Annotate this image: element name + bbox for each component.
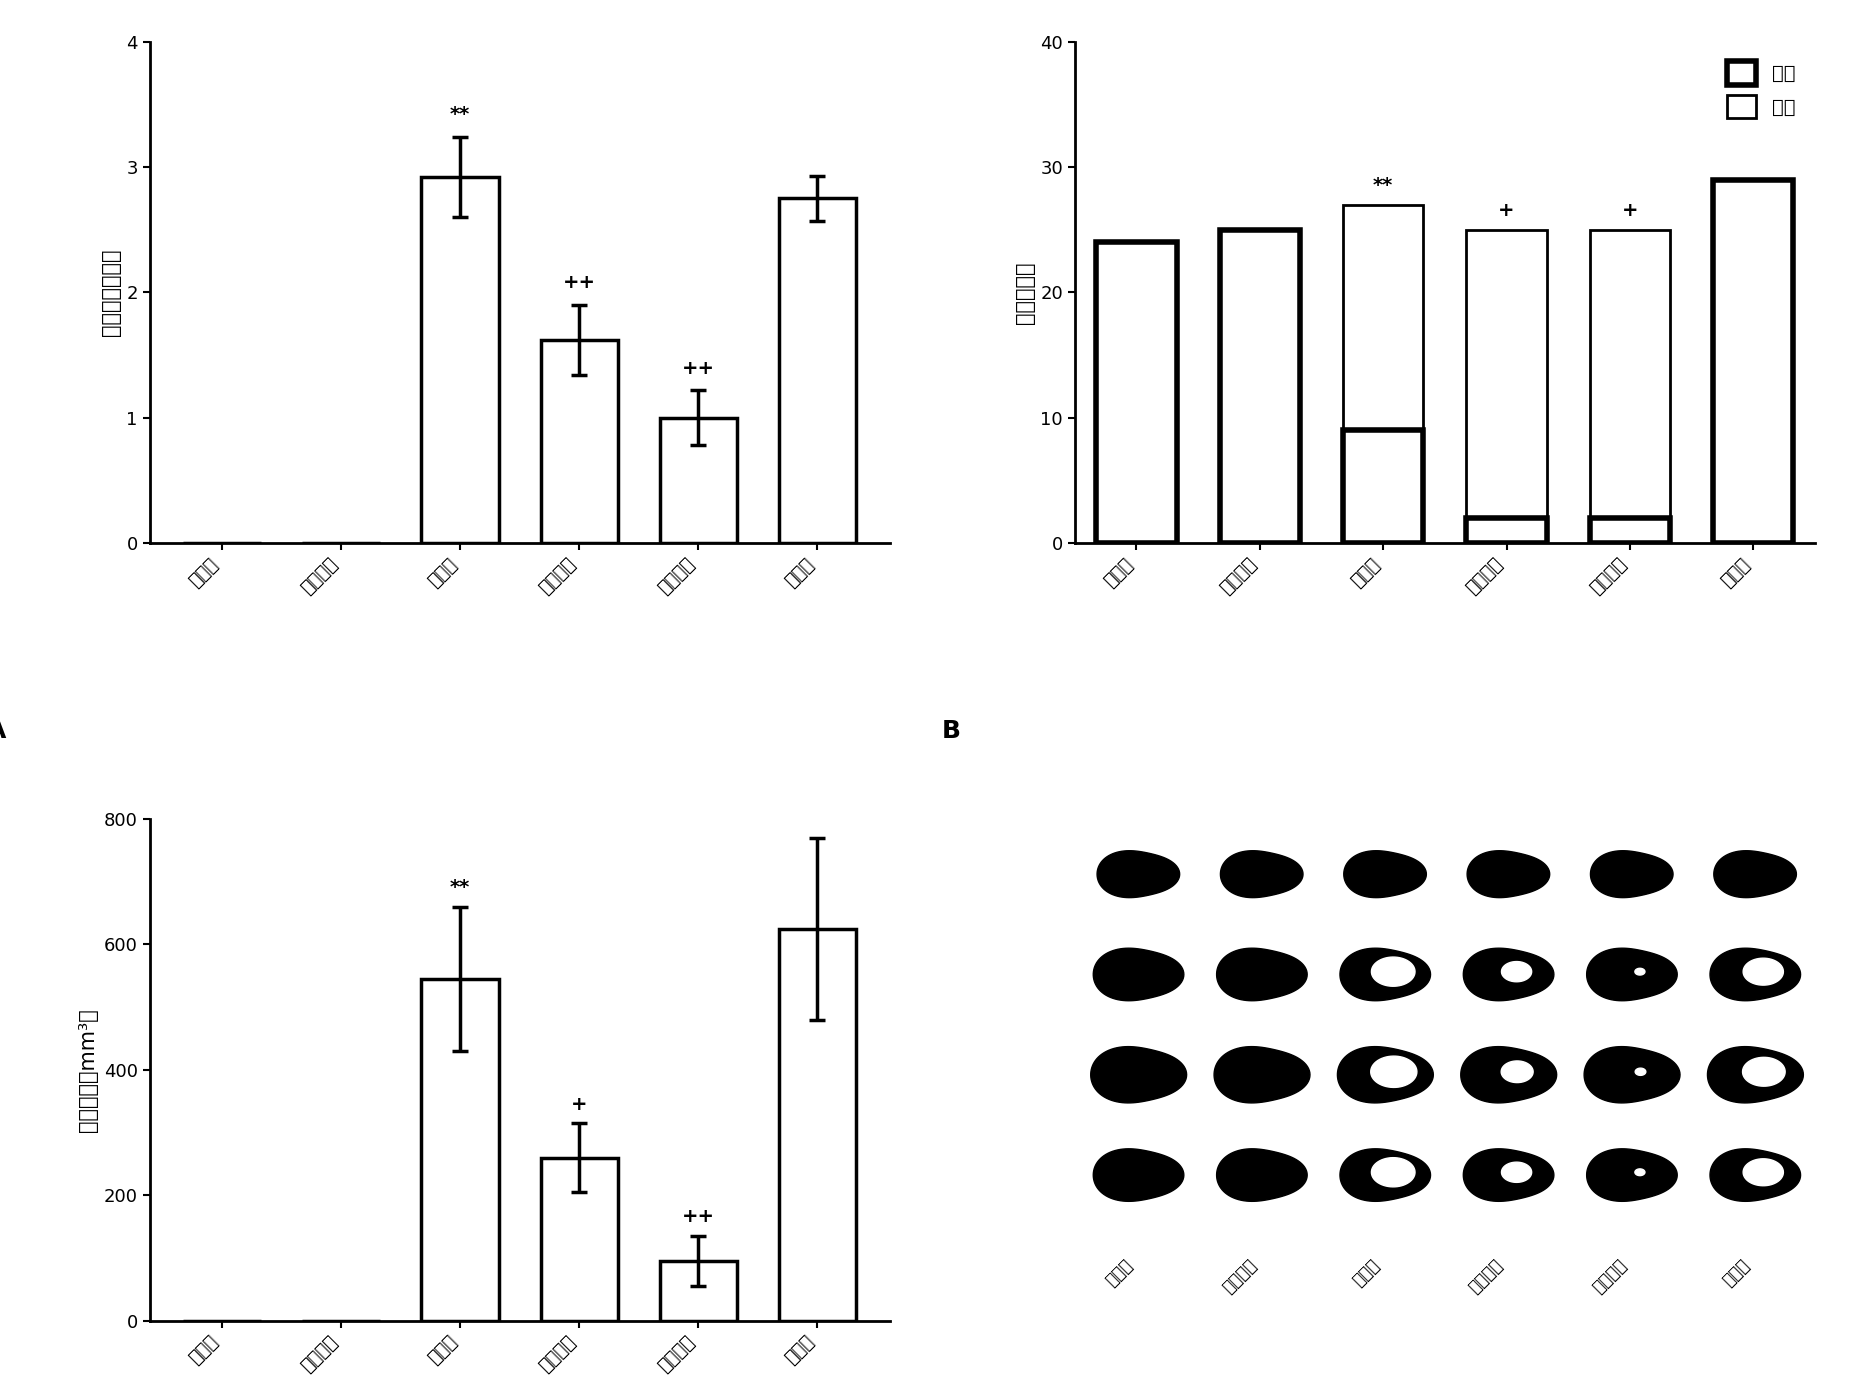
Polygon shape (1710, 1148, 1800, 1201)
Polygon shape (1216, 1148, 1308, 1201)
Polygon shape (1744, 1159, 1783, 1186)
Bar (660, 1261, 737, 1320)
Polygon shape (1587, 1148, 1676, 1201)
Polygon shape (1742, 1058, 1785, 1086)
Polygon shape (1714, 851, 1796, 898)
Y-axis label: 梗死体积（mm³）: 梗死体积（mm³） (79, 1008, 99, 1131)
Text: **: ** (451, 106, 470, 125)
Y-axis label: 生存／死亡: 生存／死亡 (1014, 261, 1035, 324)
FancyBboxPatch shape (1343, 431, 1424, 543)
Bar (541, 341, 617, 543)
Y-axis label: 神经学功能评分: 神经学功能评分 (101, 249, 122, 336)
FancyBboxPatch shape (1590, 229, 1671, 518)
Polygon shape (1635, 1068, 1646, 1076)
Polygon shape (1216, 948, 1308, 1001)
Polygon shape (1463, 1148, 1555, 1201)
FancyBboxPatch shape (1714, 179, 1792, 543)
Text: +: + (1622, 200, 1639, 220)
Polygon shape (1343, 851, 1426, 898)
FancyBboxPatch shape (1220, 229, 1300, 543)
Text: 低剂量组: 低剂量组 (1465, 1255, 1506, 1297)
FancyBboxPatch shape (1096, 242, 1177, 543)
Text: 假手术组: 假手术组 (1218, 1255, 1259, 1297)
Polygon shape (1340, 948, 1431, 1001)
Polygon shape (1463, 948, 1555, 1001)
Polygon shape (1096, 851, 1181, 898)
Polygon shape (1371, 958, 1414, 987)
Polygon shape (1214, 1047, 1310, 1102)
Text: ++: ++ (681, 1208, 715, 1226)
Bar (660, 418, 737, 543)
Polygon shape (1635, 1169, 1645, 1176)
Polygon shape (1744, 958, 1783, 986)
Bar (778, 199, 857, 543)
Polygon shape (1587, 948, 1676, 1001)
Polygon shape (1502, 1162, 1532, 1183)
Text: +: + (1499, 200, 1516, 220)
Polygon shape (1502, 962, 1532, 981)
Polygon shape (1467, 851, 1549, 898)
FancyBboxPatch shape (1220, 229, 1300, 543)
FancyBboxPatch shape (1467, 229, 1547, 518)
FancyBboxPatch shape (1467, 518, 1547, 543)
Text: ++: ++ (681, 359, 715, 378)
Polygon shape (1338, 1047, 1433, 1102)
Text: B: B (941, 719, 960, 742)
Polygon shape (1371, 1158, 1414, 1187)
Polygon shape (1220, 851, 1302, 898)
Polygon shape (1501, 1061, 1532, 1083)
Polygon shape (1708, 1047, 1804, 1102)
FancyBboxPatch shape (1343, 204, 1424, 431)
Polygon shape (1635, 969, 1645, 974)
Bar (778, 929, 857, 1320)
Text: 对照组: 对照组 (1102, 1255, 1136, 1290)
Legend: 死亡, 生存: 死亡, 生存 (1718, 51, 1806, 128)
Text: 高剂量组: 高剂量组 (1588, 1255, 1630, 1297)
Polygon shape (1093, 1148, 1184, 1201)
Text: A: A (0, 719, 6, 742)
Text: +: + (571, 1095, 587, 1113)
Polygon shape (1710, 948, 1800, 1001)
Text: 溶某组: 溶某组 (1719, 1255, 1753, 1290)
Polygon shape (1093, 948, 1184, 1001)
Text: **: ** (451, 878, 470, 898)
Text: 模型组: 模型组 (1349, 1255, 1383, 1290)
Polygon shape (1461, 1047, 1557, 1102)
FancyBboxPatch shape (1714, 179, 1792, 543)
Text: ++: ++ (563, 274, 595, 292)
Bar (421, 177, 500, 543)
Polygon shape (1340, 1148, 1431, 1201)
Polygon shape (1371, 1056, 1416, 1087)
Bar (421, 979, 500, 1320)
FancyBboxPatch shape (1096, 242, 1177, 543)
FancyBboxPatch shape (1590, 518, 1671, 543)
Bar (541, 1158, 617, 1320)
Text: **: ** (1373, 175, 1394, 195)
Polygon shape (1590, 851, 1673, 898)
Polygon shape (1585, 1047, 1680, 1102)
Polygon shape (1091, 1047, 1186, 1102)
